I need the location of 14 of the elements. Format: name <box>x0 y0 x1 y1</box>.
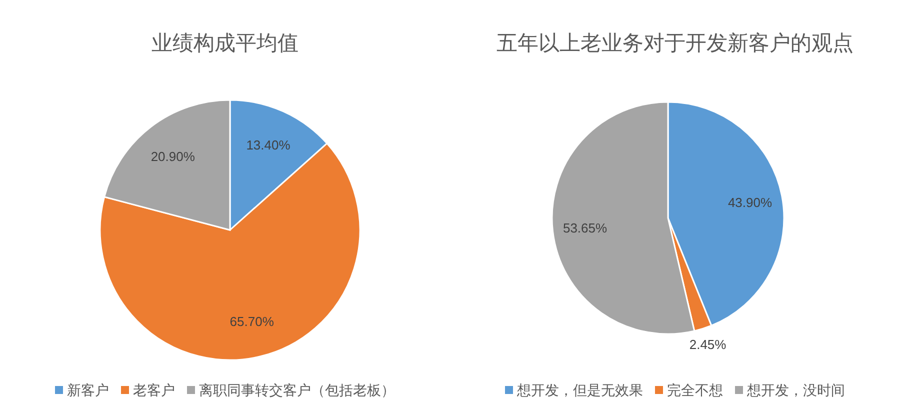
chart-title: 业绩构成平均值 <box>152 32 298 55</box>
legend-label: 想开发，没时间 <box>746 382 845 398</box>
data-label: 2.45% <box>689 336 727 352</box>
legend-label: 老客户 <box>133 382 175 398</box>
data-label: 13.40% <box>246 138 291 153</box>
legend-label: 新客户 <box>67 382 109 398</box>
data-label: 53.65% <box>562 220 608 236</box>
data-label: 65.70% <box>230 314 274 330</box>
data-label: 43.90% <box>728 195 772 210</box>
legend-label: 想开发，但是无效果 <box>516 382 643 398</box>
legend-label: 离职同事转交客户（包括老板） <box>199 382 395 398</box>
legend-label: 完全不想 <box>667 382 723 398</box>
chart-title: 五年以上老业务对于开发新客户的观点 <box>496 32 854 55</box>
data-label: 20.90% <box>150 148 196 164</box>
